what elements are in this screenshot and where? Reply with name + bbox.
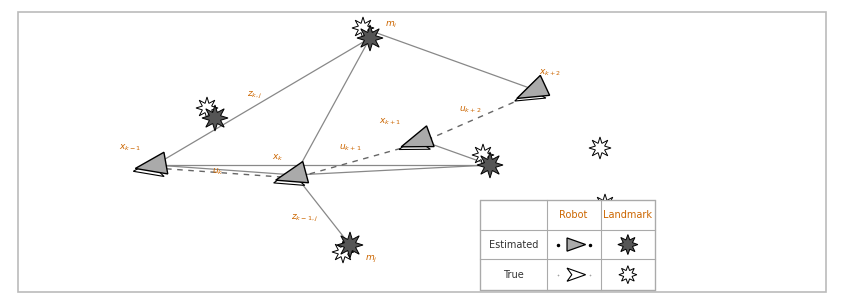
Polygon shape bbox=[567, 238, 586, 251]
Polygon shape bbox=[589, 137, 611, 159]
Polygon shape bbox=[202, 105, 228, 131]
Text: $x_{k+2}$: $x_{k+2}$ bbox=[538, 68, 561, 78]
Text: $x_k$: $x_k$ bbox=[273, 153, 284, 163]
Polygon shape bbox=[618, 235, 638, 254]
Polygon shape bbox=[567, 268, 586, 281]
Polygon shape bbox=[273, 165, 305, 185]
Polygon shape bbox=[517, 75, 549, 98]
Polygon shape bbox=[352, 17, 374, 39]
Bar bbox=[480, 200, 655, 290]
Polygon shape bbox=[472, 144, 494, 166]
Text: True: True bbox=[503, 270, 523, 280]
Text: Robot: Robot bbox=[560, 210, 587, 220]
Polygon shape bbox=[332, 241, 354, 263]
Polygon shape bbox=[515, 79, 546, 101]
Polygon shape bbox=[594, 194, 616, 216]
Text: $u_k$: $u_k$ bbox=[212, 167, 224, 177]
Polygon shape bbox=[619, 266, 637, 284]
Text: $x_{k-1}$: $x_{k-1}$ bbox=[119, 143, 141, 153]
Polygon shape bbox=[401, 126, 434, 147]
Polygon shape bbox=[357, 25, 383, 51]
Text: $z_{k-1,j}$: $z_{k-1,j}$ bbox=[291, 212, 318, 223]
Text: $u_{k+2}$: $u_{k+2}$ bbox=[459, 105, 481, 115]
Polygon shape bbox=[276, 161, 308, 183]
Text: $x_{k+1}$: $x_{k+1}$ bbox=[379, 117, 401, 127]
Text: $u_{k+1}$: $u_{k+1}$ bbox=[338, 143, 361, 153]
Text: Estimated: Estimated bbox=[489, 240, 538, 250]
Polygon shape bbox=[196, 97, 218, 119]
Polygon shape bbox=[135, 152, 168, 174]
Polygon shape bbox=[133, 156, 164, 177]
Text: $m_j$: $m_j$ bbox=[365, 254, 377, 264]
Text: $z_{k,j}$: $z_{k,j}$ bbox=[247, 89, 262, 101]
FancyBboxPatch shape bbox=[18, 12, 826, 292]
Polygon shape bbox=[337, 232, 363, 258]
Text: Landmark: Landmark bbox=[603, 210, 652, 220]
Text: $m_i$: $m_i$ bbox=[385, 20, 398, 30]
Polygon shape bbox=[477, 152, 503, 178]
Polygon shape bbox=[399, 130, 430, 150]
